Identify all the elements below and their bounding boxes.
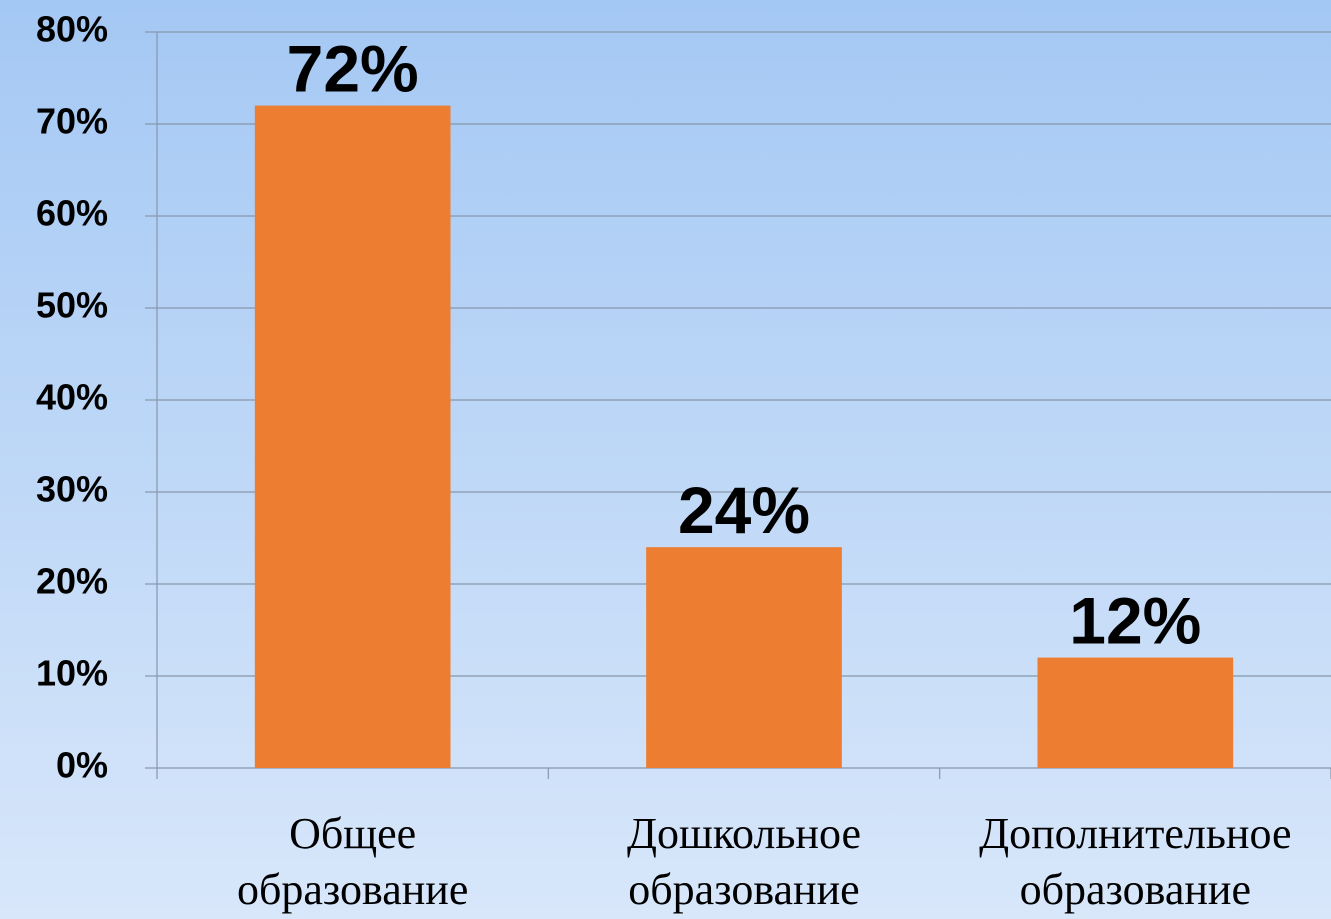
bar bbox=[1037, 657, 1234, 768]
data-label: 24% bbox=[678, 473, 810, 547]
y-tick-label: 0% bbox=[56, 745, 108, 786]
data-label: 72% bbox=[287, 32, 419, 106]
y-tick-label: 30% bbox=[36, 469, 108, 510]
x-tick-label-box: Дополнительное образование bbox=[979, 809, 1292, 914]
y-tick-label: 70% bbox=[36, 101, 108, 142]
y-tick-label: 10% bbox=[36, 653, 108, 694]
bar bbox=[254, 105, 451, 769]
y-tick-label: 80% bbox=[36, 9, 108, 50]
y-tick-label: 60% bbox=[36, 193, 108, 234]
x-tick-label-box: Общее образование bbox=[236, 809, 469, 914]
bar bbox=[646, 547, 842, 768]
x-tick-label: Дошкольное образование bbox=[626, 809, 862, 914]
x-tick-label: Общее образование bbox=[236, 809, 469, 914]
x-tick-label: Дополнительное образование bbox=[979, 809, 1292, 914]
y-tick-label: 20% bbox=[36, 561, 108, 602]
data-label: 12% bbox=[1069, 584, 1201, 658]
y-tick-label: 50% bbox=[36, 285, 108, 326]
x-tick-label-box: Дошкольное образование bbox=[626, 809, 862, 914]
y-tick-label: 40% bbox=[36, 377, 108, 418]
